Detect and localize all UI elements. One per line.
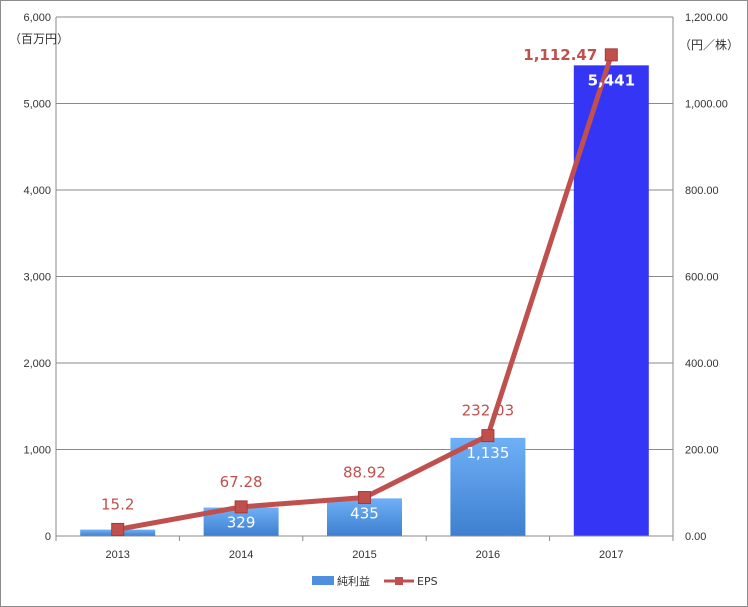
legend-label-net-income: 純利益 [337, 574, 370, 588]
net-income-bar [450, 437, 526, 536]
right-tick-label: 1,000.00 [685, 99, 728, 111]
x-tick-label: 2013 [105, 549, 129, 561]
eps-point-marker [234, 500, 248, 514]
left-tick-label: 4,000 [23, 185, 51, 197]
axes [55, 17, 674, 541]
eps-value-label: 232.03 [462, 402, 515, 420]
left-tick-label: 6,000 [23, 12, 51, 24]
right-tick-label: 400.00 [685, 358, 719, 370]
right-axis-unit: （円／株） [679, 37, 739, 52]
right-tick-label: 200.00 [685, 445, 719, 457]
net-income-value-label: 329 [227, 514, 256, 532]
data-labels: 329 435 1,135 5,441 15.2 67.28 88.92 232.03 1,11… [101, 46, 635, 532]
eps-value-label: 1,112.47 [523, 46, 597, 64]
eps-point-marker [358, 491, 371, 505]
left-axis-unit: （百万円） [9, 32, 69, 46]
net-income-bar [573, 65, 649, 536]
legend-swatch-net-income [312, 576, 334, 585]
x-tick-label: 2016 [476, 549, 500, 561]
left-tick-label: 0 [45, 531, 51, 543]
right-tick-label: 600.00 [685, 272, 719, 284]
legend-label-eps: EPS [417, 575, 438, 588]
x-tick-label: 2015 [352, 549, 376, 561]
eps-line [117, 54, 614, 532]
eps-value-label: 67.28 [220, 473, 263, 491]
legend-swatch-eps-marker [395, 577, 403, 585]
right-tick-label: 0.00 [685, 531, 706, 543]
net-income-bar [327, 498, 402, 536]
net-income-value-label: 1,135 [466, 444, 509, 462]
net-income-value-label: 5,441 [588, 71, 635, 89]
gridlines [56, 16, 673, 537]
net-income-value-label: 435 [350, 504, 379, 522]
eps-line-series [111, 48, 618, 536]
left-tick-label: 5,000 [23, 99, 51, 111]
left-tick-label: 3,000 [23, 272, 51, 284]
eps-value-label: 15.2 [101, 495, 134, 513]
net-income-bars [80, 65, 649, 536]
tick-labels: 0 0.00 1,000 200.00 2,000 400.00 3,000 600.00 4,… [23, 12, 727, 561]
right-tick-label: 1,200.00 [685, 12, 728, 24]
eps-value-label: 88.92 [343, 464, 386, 482]
eps-point-marker [481, 429, 495, 443]
eps-point-marker [111, 522, 125, 536]
left-tick-label: 1,000 [23, 445, 51, 457]
eps-point-marker [604, 48, 618, 62]
right-tick-label: 800.00 [685, 185, 719, 197]
x-tick-label: 2017 [599, 549, 623, 561]
left-tick-label: 2,000 [23, 358, 51, 370]
legend: 純利益 EPS [312, 574, 438, 588]
x-tick-label: 2014 [229, 549, 253, 561]
